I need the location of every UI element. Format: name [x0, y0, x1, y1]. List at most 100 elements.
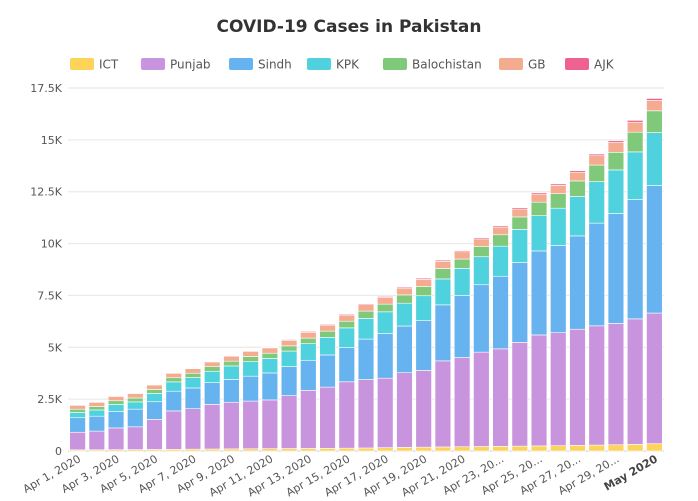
bar-segment-gb[interactable]: [588, 155, 605, 166]
bar-segment-punjab[interactable]: [607, 323, 625, 446]
bar-segment-ict[interactable]: [357, 447, 375, 452]
bar-segment-gb[interactable]: [338, 314, 355, 322]
bar-stack[interactable]: [69, 404, 86, 452]
bar-segment-ict[interactable]: [646, 443, 663, 452]
bar-segment-ict[interactable]: [569, 445, 586, 452]
bar-segment-gb[interactable]: [242, 350, 259, 357]
bar-segment-ict[interactable]: [473, 446, 490, 452]
bar-segment-sindh[interactable]: [396, 325, 413, 373]
bar-segment-kpk[interactable]: [338, 327, 355, 348]
bar-segment-balochistan[interactable]: [165, 377, 182, 383]
bar-segment-punjab[interactable]: [69, 431, 86, 451]
bar-stack[interactable]: [415, 277, 432, 452]
bar-stack[interactable]: [607, 140, 625, 452]
bar-stack[interactable]: [588, 153, 605, 452]
bar-segment-balochistan[interactable]: [242, 356, 259, 362]
bar-segment-ict[interactable]: [492, 446, 509, 452]
bar-segment-kpk[interactable]: [626, 151, 644, 200]
bar-segment-kpk[interactable]: [434, 278, 452, 306]
bar-segment-kpk[interactable]: [492, 245, 509, 277]
bar-segment-balochistan[interactable]: [607, 152, 625, 171]
bar-segment-ajk[interactable]: [434, 259, 452, 262]
bar-segment-punjab[interactable]: [242, 400, 259, 450]
bar-segment-kpk[interactable]: [69, 412, 86, 419]
bar-stack[interactable]: [530, 192, 548, 452]
bar-segment-sindh[interactable]: [184, 387, 202, 410]
bar-segment-punjab[interactable]: [357, 379, 375, 449]
bar-segment-kpk[interactable]: [127, 401, 144, 410]
bar-segment-punjab[interactable]: [626, 318, 644, 445]
bar-stack[interactable]: [88, 401, 106, 452]
bar-segment-gb[interactable]: [300, 331, 317, 339]
bar-segment-balochistan[interactable]: [204, 366, 221, 372]
bar-segment-gb[interactable]: [377, 297, 394, 305]
bar-segment-sindh[interactable]: [588, 222, 605, 327]
bar-segment-ajk[interactable]: [607, 140, 625, 143]
bar-segment-sindh[interactable]: [415, 320, 432, 371]
bar-segment-sindh[interactable]: [338, 347, 355, 383]
bar-segment-ajk[interactable]: [453, 250, 471, 253]
bar-segment-gb[interactable]: [626, 121, 644, 133]
bar-segment-gb[interactable]: [415, 279, 432, 287]
bar-stack[interactable]: [107, 395, 125, 452]
bar-segment-gb[interactable]: [607, 142, 625, 153]
bar-segment-gb[interactable]: [453, 251, 471, 260]
bar-stack[interactable]: [434, 259, 452, 452]
bar-segment-gb[interactable]: [107, 396, 125, 402]
bar-segment-balochistan[interactable]: [261, 352, 279, 359]
bar-segment-kpk[interactable]: [223, 365, 240, 380]
bar-segment-ict[interactable]: [300, 448, 317, 452]
bar-segment-ict[interactable]: [588, 444, 605, 452]
bar-stack[interactable]: [127, 393, 144, 452]
bar-segment-sindh[interactable]: [204, 382, 221, 405]
bar-segment-kpk[interactable]: [280, 350, 298, 367]
bar-segment-punjab[interactable]: [107, 427, 125, 450]
bar-segment-ict[interactable]: [607, 444, 625, 452]
legend-item-balochistan[interactable]: Balochistan: [383, 58, 482, 72]
bar-segment-punjab[interactable]: [146, 419, 163, 450]
bar-segment-kpk[interactable]: [107, 404, 125, 412]
bar-segment-gb[interactable]: [473, 238, 490, 247]
bar-segment-gb[interactable]: [127, 393, 144, 399]
bar-segment-sindh[interactable]: [319, 354, 336, 388]
bar-segment-ajk[interactable]: [300, 331, 317, 333]
bar-segment-punjab[interactable]: [88, 430, 106, 451]
bar-segment-punjab[interactable]: [319, 386, 336, 449]
bar-segment-sindh[interactable]: [280, 366, 298, 396]
bar-segment-sindh[interactable]: [88, 415, 106, 432]
bar-segment-balochistan[interactable]: [396, 294, 413, 304]
bar-segment-kpk[interactable]: [184, 377, 202, 389]
bar-segment-sindh[interactable]: [646, 185, 663, 314]
bar-segment-kpk[interactable]: [646, 132, 663, 186]
bar-segment-ajk[interactable]: [415, 277, 432, 280]
bar-segment-balochistan[interactable]: [377, 303, 394, 313]
bar-segment-balochistan[interactable]: [473, 246, 490, 258]
bar-segment-punjab[interactable]: [492, 348, 509, 447]
bar-stack[interactable]: [300, 331, 317, 452]
bar-stack[interactable]: [204, 361, 221, 452]
bar-segment-punjab[interactable]: [473, 351, 490, 447]
bar-segment-ajk[interactable]: [261, 346, 279, 349]
bar-stack[interactable]: [242, 350, 259, 452]
bar-segment-ict[interactable]: [338, 447, 355, 452]
bar-stack[interactable]: [569, 170, 586, 452]
bar-segment-sindh[interactable]: [434, 304, 452, 362]
bar-segment-punjab[interactable]: [338, 381, 355, 449]
bar-stack[interactable]: [626, 120, 644, 452]
bar-segment-balochistan[interactable]: [434, 268, 452, 280]
bar-stack[interactable]: [223, 355, 240, 452]
bar-stack[interactable]: [319, 323, 336, 452]
legend-item-punjab[interactable]: Punjab: [141, 58, 211, 72]
bar-segment-ajk[interactable]: [377, 296, 394, 298]
bar-segment-kpk[interactable]: [261, 358, 279, 374]
bar-segment-sindh[interactable]: [569, 235, 586, 330]
legend-item-ajk[interactable]: AJK: [565, 58, 615, 72]
bar-stack[interactable]: [550, 183, 567, 452]
bar-segment-kpk[interactable]: [550, 207, 567, 246]
bar-segment-balochistan[interactable]: [646, 110, 663, 133]
bar-segment-balochistan[interactable]: [357, 310, 375, 319]
bar-segment-sindh[interactable]: [357, 338, 375, 380]
bar-segment-ajk[interactable]: [396, 286, 413, 289]
bar-segment-balochistan[interactable]: [69, 408, 86, 413]
bar-segment-punjab[interactable]: [223, 401, 240, 450]
